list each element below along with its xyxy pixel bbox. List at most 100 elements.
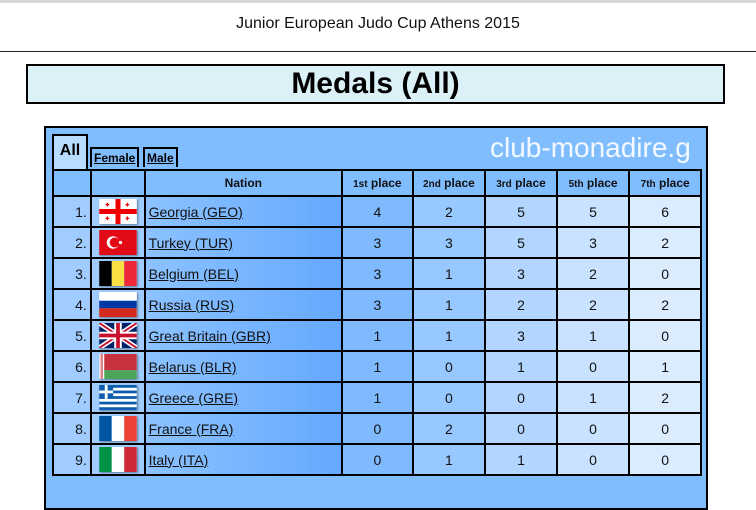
first-place-count: 3 [341,257,414,290]
nation-cell: Greece (GRE) [143,381,344,414]
tab-all[interactable]: All [52,134,88,169]
flag-cell [89,381,146,414]
rank: 7. [52,381,92,414]
second-place-count: 1 [411,319,487,352]
third-place-count: 1 [484,443,558,476]
nation-link[interactable]: France (FRA) [148,420,234,437]
second-place-count: 2 [411,412,487,445]
rank: 4. [52,288,92,321]
seventh-place-count: 0 [628,443,702,476]
second-place-count: 1 [411,288,487,321]
fifth-place-count: 2 [555,288,631,321]
table-row: 7. Greece (GRE) 1 0 0 1 2 [52,381,702,414]
seventh-place-count: 1 [628,350,702,383]
header-rank [52,169,92,197]
first-place-count: 4 [341,195,414,228]
third-place-count: 3 [484,319,558,352]
nation-cell: Belarus (BLR) [143,350,344,383]
first-place-count: 3 [341,288,414,321]
browser-top-edge [0,0,756,3]
belarus-flag-icon [98,354,137,379]
nation-cell: Russia (RUS) [143,288,344,321]
second-place-count: 0 [411,381,487,414]
header-7th: 7th place [628,169,702,197]
nation-link[interactable]: Georgia (GEO) [148,203,243,220]
italy-flag-icon [98,447,137,472]
fifth-place-count: 3 [555,226,631,259]
fifth-place-count: 5 [555,195,631,228]
seventh-place-count: 2 [628,226,702,259]
nation-link[interactable]: Russia (RUS) [148,296,235,313]
tab-female[interactable]: Female [90,147,140,167]
page-title: Medals (All) [26,64,725,104]
flag-cell [89,195,146,228]
second-place-count: 2 [411,195,487,228]
nation-link[interactable]: Belgium (BEL) [148,265,239,282]
first-place-count: 0 [341,443,414,476]
rank: 9. [52,443,92,476]
medals-panel: All Female Male Nation 1st place 2nd pla… [44,126,708,510]
seventh-place-count: 0 [628,257,702,290]
flag-cell [89,412,146,445]
fifth-place-count: 0 [555,443,631,476]
rank: 1. [52,195,92,228]
flag-cell [89,443,146,476]
flag-cell [89,257,146,290]
rank: 5. [52,319,92,352]
turkey-flag-icon [98,230,137,255]
nation-link[interactable]: Greece (GRE) [148,389,239,406]
header-nation: Nation [143,169,344,197]
great-britain-flag-icon [97,320,138,351]
header-3rd: 3rd place [484,169,558,197]
third-place-count: 5 [484,226,558,259]
nation-link[interactable]: Great Britain (GBR) [148,327,271,344]
first-place-count: 0 [341,412,414,445]
medals-table: Nation 1st place 2nd place 3rd place 5th… [52,169,702,476]
third-place-count: 0 [484,412,558,445]
nation-cell: Turkey (TUR) [143,226,344,259]
second-place-count: 1 [411,257,487,290]
header-5th: 5th place [555,169,631,197]
fifth-place-count: 2 [555,257,631,290]
belgium-flag-icon [98,261,137,286]
header-2nd: 2nd place [411,169,487,197]
fifth-place-count: 1 [555,381,631,414]
first-place-count: 1 [341,350,414,383]
second-place-count: 3 [411,226,487,259]
nation-cell: Italy (ITA) [143,443,344,476]
fifth-place-count: 0 [555,412,631,445]
table-row: 4. Russia (RUS) 3 1 2 2 2 [52,288,702,321]
first-place-count: 1 [341,381,414,414]
third-place-count: 1 [484,350,558,383]
rank: 8. [52,412,92,445]
georgia-flag-icon [98,199,137,224]
nation-link[interactable]: Belarus (BLR) [148,358,237,375]
first-place-count: 1 [341,319,414,352]
table-row: 1. Georgia (GEO) 4 2 5 5 6 [52,195,702,228]
tab-male[interactable]: Male [143,147,178,167]
flag-cell [89,350,146,383]
table-row: 6. Belarus (BLR) 1 0 1 0 1 [52,350,702,383]
greece-flag-icon [98,385,137,410]
table-header: Nation 1st place 2nd place 3rd place 5th… [52,169,702,197]
fifth-place-count: 0 [555,350,631,383]
flag-cell [89,288,146,321]
header-flag [89,169,146,197]
table-row: 2. Turkey (TUR) 3 3 5 3 2 [52,226,702,259]
nation-cell: Belgium (BEL) [143,257,344,290]
first-place-count: 3 [341,226,414,259]
second-place-count: 0 [411,350,487,383]
seventh-place-count: 0 [628,319,702,352]
nation-cell: France (FRA) [143,412,344,445]
table-row: 3. Belgium (BEL) 3 1 3 2 0 [52,257,702,290]
nation-cell: Great Britain (GBR) [143,319,344,352]
nation-link[interactable]: Italy (ITA) [148,451,209,468]
nation-link[interactable]: Turkey (TUR) [148,234,233,251]
site-title: Junior European Judo Cup Athens 2015 [236,15,520,32]
rank: 2. [52,226,92,259]
fifth-place-count: 1 [555,319,631,352]
table-row: 9. Italy (ITA) 0 1 1 0 0 [52,443,702,476]
flag-cell [89,226,146,259]
nation-cell: Georgia (GEO) [143,195,344,228]
watermark: club-monadire.g [490,132,691,163]
